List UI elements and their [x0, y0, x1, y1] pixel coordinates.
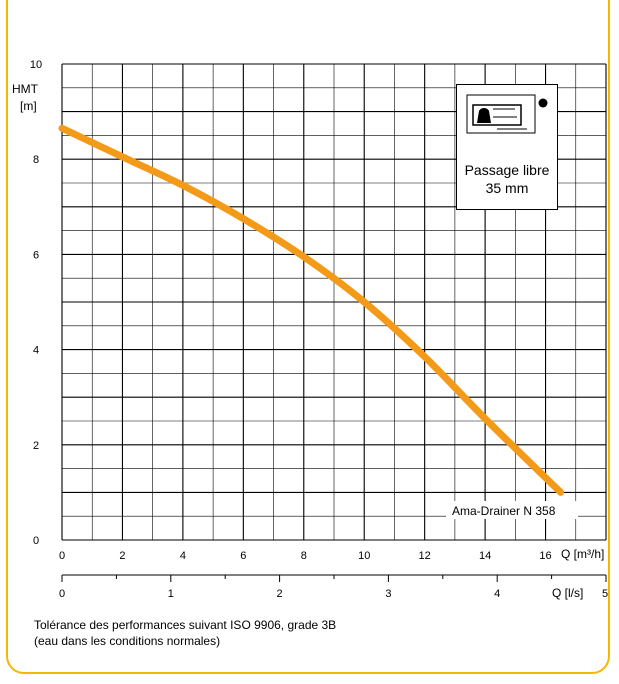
- x-tick-label-m3h: 12: [419, 550, 431, 562]
- x-tick-label-ls: 0: [59, 588, 65, 600]
- x-axis-label-ls: Q [l/s]: [552, 586, 583, 600]
- x-tick-label-m3h: 8: [301, 550, 307, 562]
- inset-box: Passage libre 35 mm: [456, 84, 558, 210]
- y-axis-ticks: 0 2 4 6 8 10: [30, 59, 42, 547]
- pump-drawing-icon: [466, 94, 548, 134]
- x-tick-label-m3h: 14: [479, 550, 491, 562]
- series-line: [58, 124, 565, 496]
- y-tick-label: 6: [33, 249, 39, 261]
- y-axis-label-line1: HMT: [12, 82, 39, 96]
- series-label-background: [446, 501, 578, 519]
- x-tick-label-m3h: 16: [539, 550, 551, 562]
- x-tick-label-ls: 1: [168, 588, 174, 600]
- note-line2: (eau dans les conditions normales): [34, 634, 221, 648]
- x-tick-label-ls: 3: [385, 588, 391, 600]
- x-axis-ticks-m3h: 0 2 4 6 8 10 12 14 16: [59, 550, 552, 562]
- y-tick-label: 8: [33, 154, 39, 166]
- series-label: Ama-Drainer N 358: [452, 504, 556, 518]
- x-tick-label-m3h: 4: [180, 550, 186, 562]
- inset-label: Passage libre 35 mm: [457, 161, 557, 197]
- y-tick-label: 2: [33, 440, 39, 452]
- x-tick-label-m3h: 2: [119, 550, 125, 562]
- performance-note: Tolérance des performances suivant ISO 9…: [34, 617, 336, 649]
- x-tick-label-ls: 4: [494, 588, 500, 600]
- chart-frame: [6, 0, 610, 674]
- inset-label-line2: 35 mm: [485, 180, 529, 196]
- x-tick-label-m3h: 0: [59, 550, 65, 562]
- note-line1: Tolérance des performances suivant ISO 9…: [34, 618, 337, 632]
- x-axis-ls: 0 1 2 3 4 5: [59, 574, 608, 600]
- inset-label-line1: Passage libre: [464, 162, 550, 178]
- y-tick-label: 10: [30, 59, 42, 71]
- y-tick-label: 0: [33, 535, 39, 547]
- y-tick-label: 4: [33, 345, 39, 357]
- x-axis-label-m3h: Q [m³/h]: [561, 547, 604, 561]
- x-tick-label-ls: 2: [277, 588, 283, 600]
- y-axis-label-line2: [m]: [20, 99, 37, 113]
- x-tick-label-m3h: 6: [240, 550, 246, 562]
- x-tick-label-ls: 5: [602, 588, 608, 600]
- x-tick-label-m3h: 10: [358, 550, 370, 562]
